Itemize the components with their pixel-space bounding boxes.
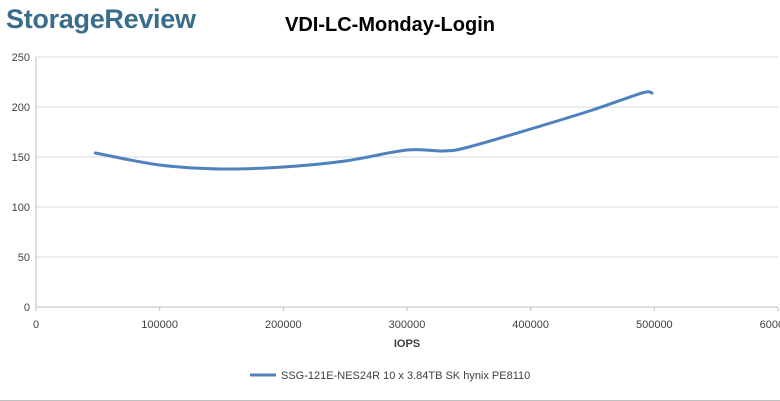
data-point-0-5	[405, 148, 409, 152]
y-tick-label-0: 0	[24, 302, 30, 314]
x-tick-label-300000: 300000	[389, 319, 426, 331]
y-tick-label-50: 50	[18, 252, 30, 264]
data-point-0-0	[93, 151, 97, 155]
data-point-0-6	[442, 149, 446, 153]
storagereview-logo: StorageReview	[6, 4, 196, 34]
data-point-0-7	[467, 145, 471, 149]
data-point-0-1	[158, 163, 162, 167]
y-tick-label-150: 150	[12, 152, 30, 164]
x-tick-label-600000: 600000	[760, 319, 780, 331]
data-point-0-9	[591, 108, 594, 112]
data-point-0-3	[281, 165, 285, 169]
data-point-0-11	[650, 91, 654, 95]
x-tick-label-0: 0	[33, 319, 39, 331]
x-tick-label-200000: 200000	[265, 319, 302, 331]
chart-title: VDI-LC-Monday-Login	[285, 14, 495, 36]
x-tick-label-500000: 500000	[636, 319, 673, 331]
y-tick-label-100: 100	[12, 202, 30, 214]
data-point-0-10	[640, 91, 644, 95]
data-point-0-8	[529, 127, 533, 131]
x-axis-label: IOPS	[394, 338, 420, 350]
legend-label-0: SSG-121E-NES24R 10 x 3.84TB SK hynix PE8…	[281, 370, 530, 382]
y-tick-label-200: 200	[12, 102, 30, 114]
data-point-0-4	[343, 159, 347, 163]
data-point-0-2	[220, 167, 223, 171]
y-tick-label-250: 250	[12, 52, 30, 64]
x-tick-label-100000: 100000	[141, 319, 178, 331]
x-tick-label-400000: 400000	[512, 319, 549, 331]
